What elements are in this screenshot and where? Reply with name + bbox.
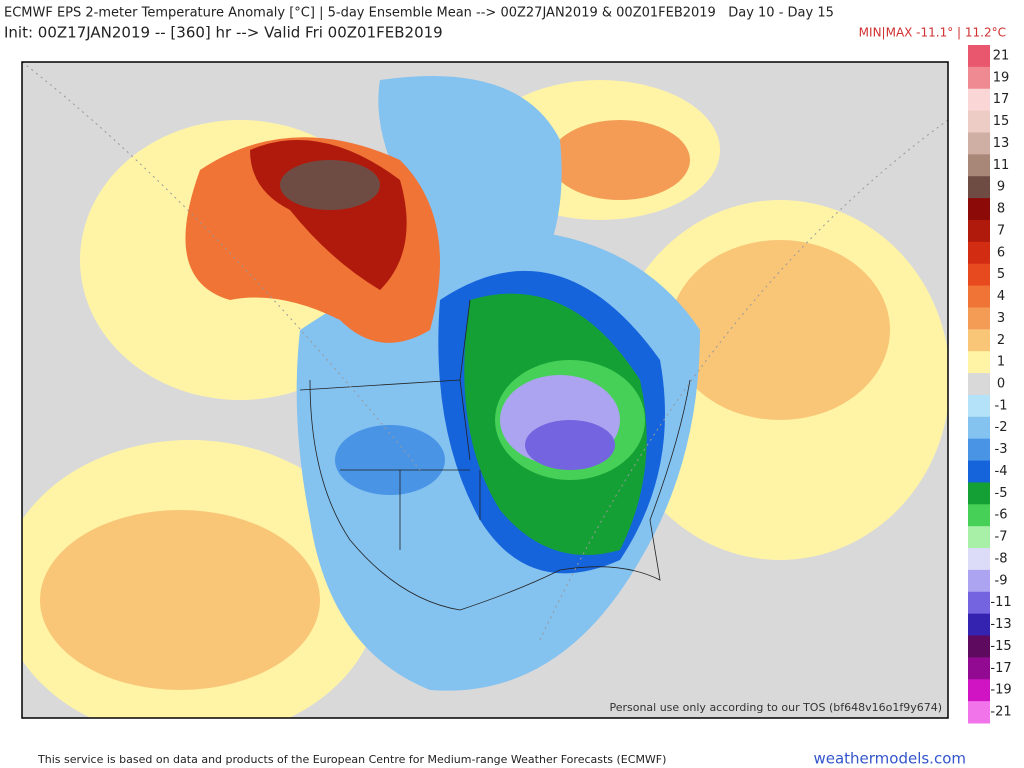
colorbar-label: -5: [995, 486, 1008, 501]
colorbar-label: 13: [993, 136, 1010, 151]
colorbar-label: -15: [990, 639, 1011, 654]
colorbar-swatch: [968, 329, 990, 352]
colorbar-swatch: [968, 482, 990, 505]
colorbar-label: 4: [997, 289, 1005, 304]
title: ECMWF EPS 2-meter Temperature Anomaly [°…: [4, 6, 834, 21]
colorbar-label: -2: [995, 420, 1008, 435]
colorbar-swatch: [968, 635, 990, 658]
colorbar-swatch: [968, 307, 990, 330]
colorbar-swatch: [968, 110, 990, 133]
colorbar-swatch: [968, 176, 990, 199]
colorbar-swatch: [968, 679, 990, 702]
colorbar-swatch: [968, 701, 990, 724]
colorbar-swatch: [968, 569, 990, 593]
colorbar-label: -11: [990, 595, 1011, 610]
colorbar-label: -19: [990, 683, 1011, 698]
colorbar-label: -13: [990, 617, 1011, 632]
colorbar-swatch: [968, 154, 990, 177]
colorbar-label: 15: [993, 114, 1010, 129]
colorbar-label: -7: [995, 530, 1008, 545]
colorbar-swatch: [968, 504, 990, 527]
colorbar: 2119171513119876543210-1-2-3-4-5-6-7-8-9…: [968, 45, 1012, 724]
subtitle: Init: 00Z17JAN2019 -- [360] hr --> Valid…: [4, 24, 443, 42]
map: [21, 61, 949, 719]
colorbar-swatch: [968, 198, 990, 221]
colorbar-label: -17: [990, 661, 1011, 676]
colorbar-label: -21: [990, 705, 1011, 720]
colorbar-swatch: [968, 285, 990, 308]
colorbar-swatch: [968, 351, 990, 374]
colorbar-label: 17: [993, 92, 1010, 107]
colorbar-label: -4: [995, 464, 1008, 479]
colorbar-label: 2: [997, 333, 1005, 348]
colorbar-swatch: [968, 548, 990, 571]
colorbar-swatch: [968, 394, 990, 418]
colorbar-label: -9: [995, 573, 1008, 588]
colorbar-swatch: [968, 438, 990, 462]
colorbar-label: 11: [993, 158, 1010, 173]
colorbar-label: 5: [997, 267, 1005, 282]
colorbar-label: 0: [997, 377, 1005, 392]
colorbar-label: 6: [997, 245, 1005, 260]
colorbar-label: 8: [997, 202, 1005, 217]
colorbar-label: -1: [995, 398, 1008, 413]
watermark: Personal use only according to our TOS (…: [609, 701, 942, 714]
colorbar-swatch: [968, 613, 990, 637]
colorbar-swatch: [968, 45, 990, 68]
colorbar-swatch: [968, 241, 990, 265]
colorbar-swatch: [968, 66, 990, 90]
colorbar-swatch: [968, 88, 990, 112]
colorbar-swatch: [968, 526, 990, 549]
footer-credit: This service is based on data and produc…: [37, 753, 666, 766]
colorbar-swatch: [968, 132, 990, 155]
colorbar-swatch: [968, 460, 990, 483]
colorbar-label: 19: [993, 70, 1010, 85]
colorbar-swatch: [968, 416, 990, 440]
colorbar-label: 21: [993, 48, 1010, 63]
colorbar-swatch: [968, 591, 990, 615]
colorbar-label: 3: [997, 311, 1005, 326]
colorbar-label: 9: [997, 180, 1005, 195]
colorbar-label: -6: [995, 508, 1008, 523]
colorbar-swatch: [968, 219, 990, 243]
colorbar-label: -8: [995, 551, 1008, 566]
colorbar-label: -3: [995, 442, 1008, 457]
colorbar-swatch: [968, 657, 990, 680]
footer-site: weathermodels.com: [813, 750, 966, 768]
colorbar-label: 7: [997, 223, 1005, 238]
min-max: MIN|MAX -11.1° | 11.2°C: [859, 26, 1006, 40]
colorbar-label: 1: [997, 355, 1005, 370]
colorbar-swatch: [968, 263, 990, 287]
colorbar-swatch: [968, 373, 990, 396]
